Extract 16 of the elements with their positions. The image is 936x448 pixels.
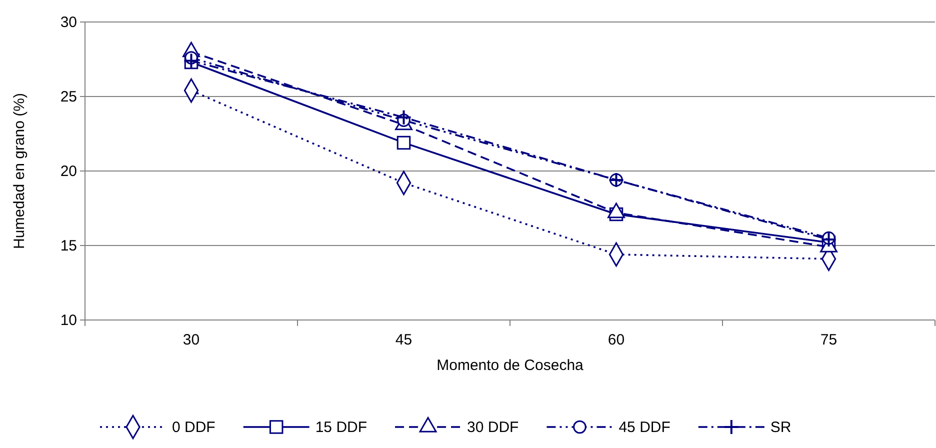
- y-tick-label: 20: [60, 162, 77, 180]
- x-tick-label: 75: [820, 332, 838, 349]
- legend-label: 30 DDF: [467, 419, 519, 436]
- x-tick-label: 30: [182, 332, 200, 349]
- y-tick-label: 25: [60, 88, 77, 106]
- legend-label: SR: [770, 419, 792, 436]
- legend-label: 0 DDF: [172, 419, 216, 436]
- y-tick-label: 30: [60, 14, 77, 31]
- y-tick-label: 15: [60, 237, 77, 254]
- x-tick-label: 60: [608, 332, 625, 349]
- legend-label: 45 DDF: [618, 419, 670, 436]
- y-tick-label: 10: [60, 312, 77, 329]
- x-axis-title: Momento de Cosecha: [436, 357, 584, 374]
- y-axis-title: Humedad en grano (%): [11, 93, 28, 249]
- legend-label: 15 DDF: [315, 419, 368, 436]
- x-tick-label: 45: [395, 332, 412, 349]
